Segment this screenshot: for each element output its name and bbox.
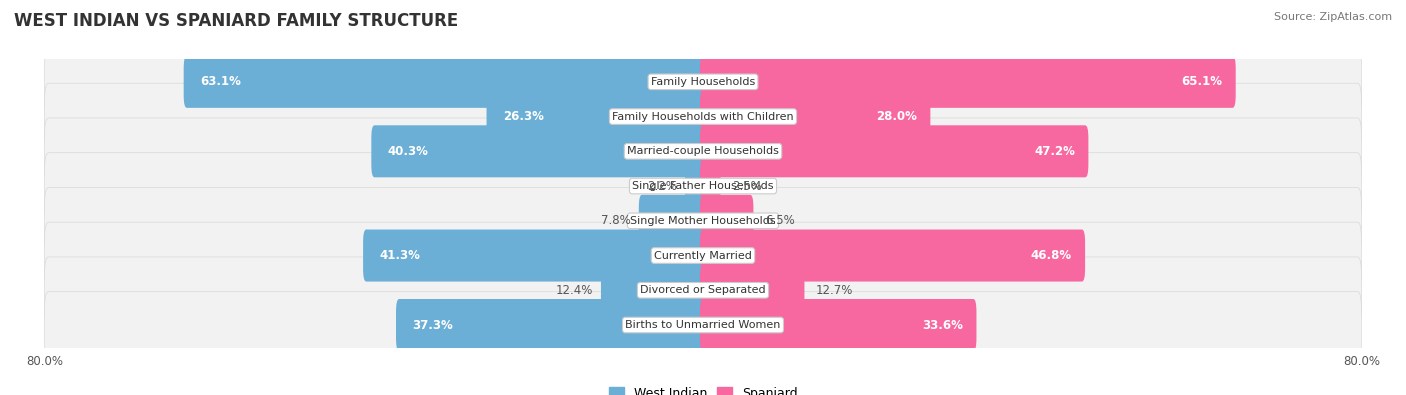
Text: 47.2%: 47.2% [1035, 145, 1076, 158]
FancyBboxPatch shape [685, 160, 703, 212]
FancyBboxPatch shape [45, 118, 1361, 185]
Text: 37.3%: 37.3% [412, 318, 453, 331]
Text: 41.3%: 41.3% [380, 249, 420, 262]
Text: Married-couple Households: Married-couple Households [627, 146, 779, 156]
FancyBboxPatch shape [700, 56, 1236, 108]
Text: 12.7%: 12.7% [815, 284, 853, 297]
FancyBboxPatch shape [45, 188, 1361, 254]
Text: 46.8%: 46.8% [1031, 249, 1071, 262]
Text: 28.0%: 28.0% [876, 110, 917, 123]
FancyBboxPatch shape [371, 125, 703, 177]
FancyBboxPatch shape [600, 264, 703, 316]
FancyBboxPatch shape [700, 160, 720, 212]
Text: WEST INDIAN VS SPANIARD FAMILY STRUCTURE: WEST INDIAN VS SPANIARD FAMILY STRUCTURE [14, 12, 458, 30]
FancyBboxPatch shape [45, 49, 1361, 115]
FancyBboxPatch shape [45, 257, 1361, 324]
FancyBboxPatch shape [486, 90, 703, 143]
FancyBboxPatch shape [700, 264, 804, 316]
Legend: West Indian, Spaniard: West Indian, Spaniard [603, 382, 803, 395]
Text: 40.3%: 40.3% [388, 145, 429, 158]
FancyBboxPatch shape [700, 125, 1088, 177]
FancyBboxPatch shape [184, 56, 703, 108]
FancyBboxPatch shape [700, 195, 754, 247]
FancyBboxPatch shape [363, 229, 703, 282]
Text: 33.6%: 33.6% [922, 318, 963, 331]
FancyBboxPatch shape [45, 222, 1361, 289]
Text: 63.1%: 63.1% [200, 75, 240, 88]
Text: 7.8%: 7.8% [600, 214, 630, 227]
Text: 2.5%: 2.5% [731, 180, 762, 192]
FancyBboxPatch shape [700, 90, 931, 143]
Text: Source: ZipAtlas.com: Source: ZipAtlas.com [1274, 12, 1392, 22]
FancyBboxPatch shape [396, 299, 703, 351]
FancyBboxPatch shape [45, 153, 1361, 219]
Text: Births to Unmarried Women: Births to Unmarried Women [626, 320, 780, 330]
Text: 65.1%: 65.1% [1181, 75, 1222, 88]
FancyBboxPatch shape [638, 195, 703, 247]
Text: Single Father Households: Single Father Households [633, 181, 773, 191]
FancyBboxPatch shape [45, 83, 1361, 150]
FancyBboxPatch shape [700, 229, 1085, 282]
Text: Single Mother Households: Single Mother Households [630, 216, 776, 226]
Text: Family Households with Children: Family Households with Children [612, 111, 794, 122]
Text: Family Households: Family Households [651, 77, 755, 87]
Text: 12.4%: 12.4% [555, 284, 593, 297]
FancyBboxPatch shape [700, 299, 976, 351]
Text: Currently Married: Currently Married [654, 250, 752, 261]
FancyBboxPatch shape [45, 292, 1361, 358]
Text: 26.3%: 26.3% [503, 110, 544, 123]
Text: Divorced or Separated: Divorced or Separated [640, 285, 766, 295]
Text: 6.5%: 6.5% [765, 214, 794, 227]
Text: 2.2%: 2.2% [647, 180, 676, 192]
